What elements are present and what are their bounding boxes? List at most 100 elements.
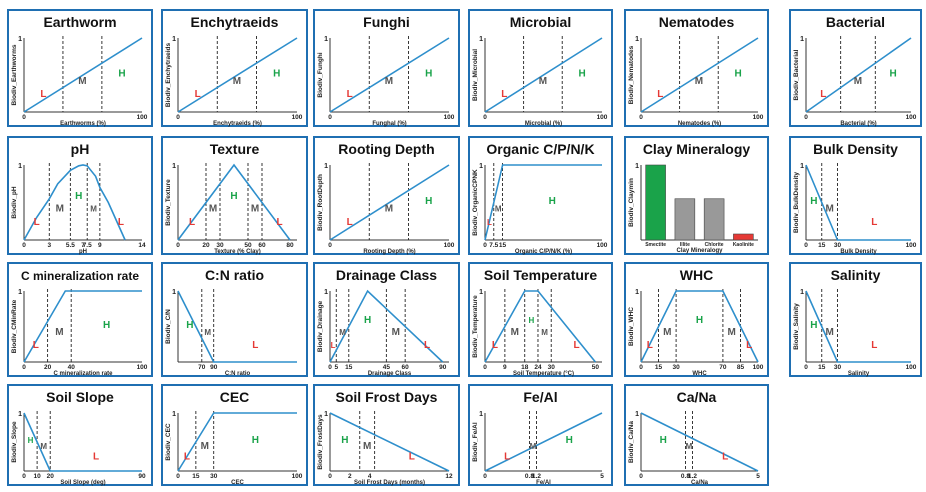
x-tick-label: 24 [534,364,542,371]
zone-h-label: H [549,196,556,207]
chart-title: Soil Slope [46,389,114,405]
y-axis-label: Biodiv_C/N [165,309,172,344]
y-axis-label: Biodiv_CMinRate [11,299,18,353]
zone-l-label: L [504,451,510,462]
zone-h-label: H [810,196,817,207]
zone-m-label: M [90,205,97,214]
x-tick-label: 50 [592,364,600,371]
chart-title: Bacterial [826,14,885,30]
zone-m-label: M [78,76,86,87]
zone-l-label: L [409,451,415,462]
zone-m-label: M [511,327,519,338]
y-tick-label: 1 [172,289,176,296]
y-axis-label: Biodiv_Funghi [317,52,324,97]
zone-m-label: M [392,327,400,338]
x-tick-label: 0 [483,242,487,249]
membership-curve [329,289,444,363]
x-tick-label: 0 [804,114,808,121]
x-tick-label: 15 [499,242,507,249]
zone-l-label: L [252,340,258,351]
x-tick-label: Chlorite [705,242,724,248]
x-tick-label: 90 [138,473,146,480]
x-tick-label: 15 [192,473,200,480]
x-axis-label: pH [79,249,87,255]
zone-l-label: L [276,217,282,228]
membership-curve [484,290,597,363]
zone-h-label: H [810,320,817,331]
x-axis-label: Soil Frost Days (months) [354,480,425,486]
zone-l-label: L [871,340,877,351]
chart-frame [313,384,460,486]
x-axis-label: Earthworms (%) [60,121,106,127]
y-axis-label: Biodiv_Slope [11,421,18,463]
membership-curve [177,37,298,113]
x-axis-label: Clay Mineralogy [676,248,723,254]
x-tick-label: 0 [328,473,332,480]
zone-m-label: M [339,328,346,337]
y-axis-label: Biodiv_Enchytraeids [165,42,172,107]
membership-curve [23,164,126,241]
x-tick-label: 5 [756,473,760,480]
zone-l-label: L [746,340,752,351]
zone-m-label: M [201,441,209,452]
chart-frame [161,384,308,486]
zone-m-label: M [363,441,371,452]
y-axis-label: Biodiv_FrostDays [317,414,324,470]
zone-h-label: H [252,435,259,446]
x-tick-label: 0 [176,242,180,249]
x-tick-label: 30 [834,242,842,249]
zone-h-label: H [28,436,34,445]
y-axis-label: Biodiv_Drainage [317,300,324,352]
membership-curve [329,164,450,241]
chart-frame [789,9,922,127]
chart-title: Rooting Depth [338,141,434,157]
chart-title: Drainage Class [336,267,437,283]
x-tick-label: 20 [202,242,210,249]
x-tick-label: 5 [334,364,338,371]
y-tick-label: 1 [172,36,176,43]
y-tick-label: 1 [18,163,22,170]
y-tick-label: 1 [324,163,328,170]
x-axis-label: CEC [231,480,244,486]
x-axis-label: Salinity [848,371,870,377]
membership-curve [23,412,142,472]
zone-h-label: H [103,320,110,331]
y-axis-label: Biodiv_CEC [165,423,172,461]
x-tick-label: 15 [345,364,353,371]
y-tick-label: 1 [635,36,639,43]
x-tick-label: 100 [597,114,608,121]
x-tick-label: 30 [834,364,842,371]
x-axis-label: C:N ratio [225,371,251,377]
zone-l-label: L [189,217,195,228]
y-axis-label: Biodiv_Nematodes [628,45,635,104]
x-tick-label: 0 [176,114,180,121]
x-axis-label: Organic C/P/N/K (%) [515,249,572,255]
x-tick-label: 30 [548,364,556,371]
membership-curve [329,412,450,472]
y-tick-label: 1 [635,163,639,170]
chart-frame [7,262,153,377]
x-tick-label: 0 [22,114,26,121]
y-axis-label: Biodiv_pH [11,186,18,218]
x-tick-label: 70 [719,364,727,371]
zone-m-label: M [233,76,241,87]
zone-l-label: L [118,217,124,228]
zone-h-label: H [566,435,573,446]
zone-m-label: M [385,76,393,87]
membership-curve [23,37,143,113]
membership-curve [484,412,603,472]
chart-title: WHC [680,267,713,283]
zone-l-label: L [424,340,430,351]
zone-m-label: M [204,328,211,337]
chart-title: Bulk Density [813,141,898,157]
y-tick-label: 1 [18,289,22,296]
x-tick-label: 0 [804,242,808,249]
zone-l-label: L [93,451,99,462]
zone-h-label: H [425,196,432,207]
zone-h-label: H [578,68,585,79]
